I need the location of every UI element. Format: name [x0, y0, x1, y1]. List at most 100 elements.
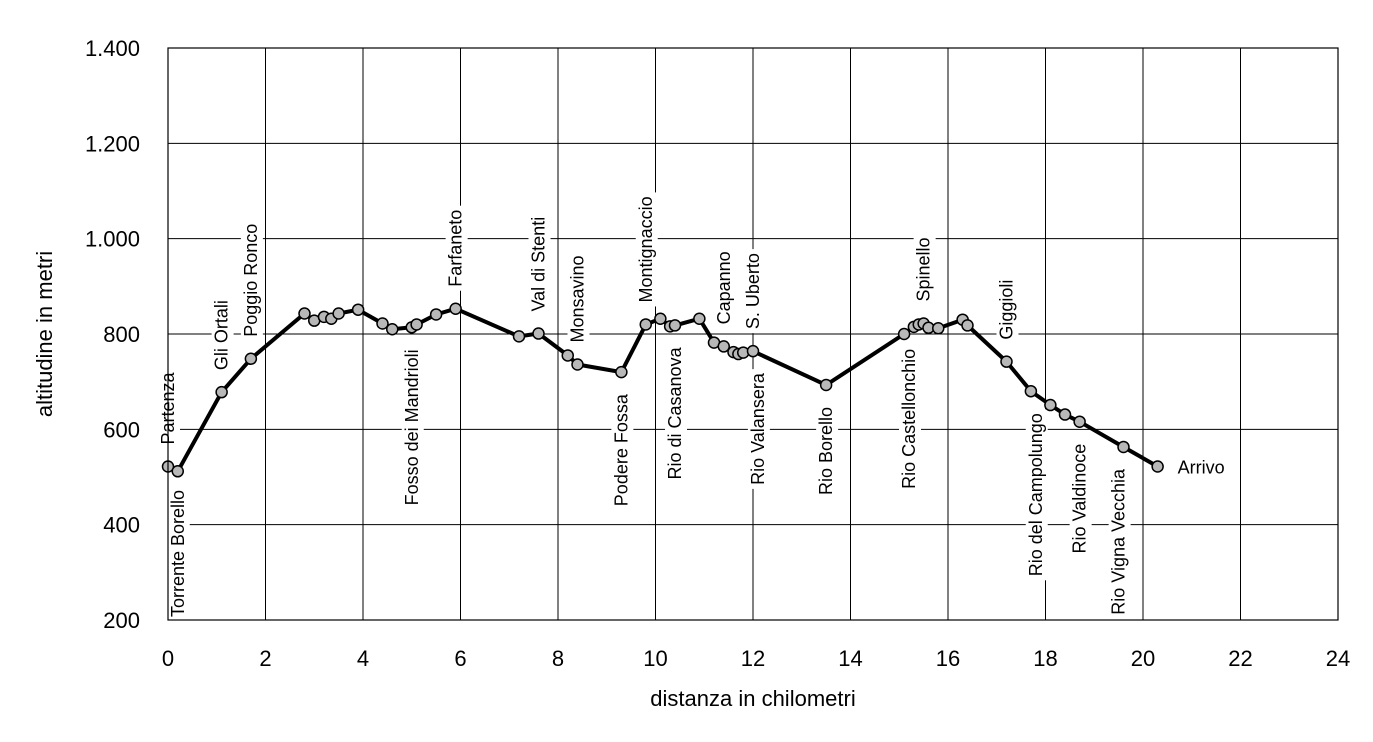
waypoint-label: Podere Fossa	[611, 390, 634, 511]
waypoint-label-text: Capanno	[714, 251, 734, 324]
waypoint-label: Partenza	[158, 368, 180, 449]
waypoint-label-text: Poggio Ronco	[241, 224, 261, 337]
waypoint-label-text: Rio Vigna Vecchia	[1109, 468, 1129, 615]
waypoint-label-text: S. Uberto	[743, 253, 763, 329]
waypoint-label: Arrivo	[1173, 454, 1229, 479]
waypoint-label-background	[240, 219, 263, 341]
y-tick-label: 800	[103, 322, 140, 347]
x-tick-label: 12	[741, 646, 765, 671]
waypoint-label-background	[899, 344, 921, 493]
data-point-marker	[410, 318, 423, 331]
waypoint-label-background	[445, 205, 468, 291]
data-point-marker	[615, 365, 628, 379]
waypoint-label-text: Val di Stenti	[529, 217, 549, 312]
data-point-marker	[244, 352, 258, 366]
waypoint-label-text: Monsavino	[568, 255, 588, 342]
y-tick-label: 1.400	[85, 36, 140, 61]
waypoint-label-background	[816, 403, 839, 500]
data-point-marker	[932, 322, 945, 335]
data-point-marker	[532, 327, 545, 340]
waypoint-label: Farfaneto	[445, 205, 468, 291]
data-point-marker	[639, 318, 652, 331]
waypoint-label: Spinello	[913, 233, 936, 306]
data-markers	[161, 302, 1164, 478]
waypoint-label: Rio Castellonchio	[899, 344, 921, 493]
data-point-marker	[571, 358, 584, 371]
data-point-marker	[429, 308, 443, 321]
waypoint-label-text: Torrente Borello	[168, 490, 188, 617]
x-axis-title: distanza in chilometri	[650, 686, 855, 711]
waypoint-label-text: Rio Valdinoce	[1070, 444, 1090, 554]
data-point-marker	[746, 344, 760, 358]
waypoint-label: Gli Ortali	[211, 296, 234, 375]
waypoint-label: Monsavino	[567, 251, 590, 347]
waypoint-label-text: Podere Fossa	[611, 393, 631, 506]
waypoint-label: Val di Stenti	[528, 212, 551, 316]
y-tick-label: 600	[103, 417, 140, 442]
waypoint-label-text: Montignaccio	[636, 196, 656, 302]
y-tick-label: 200	[103, 608, 140, 633]
waypoint-label-background	[1069, 439, 1092, 558]
data-point-marker	[1058, 408, 1072, 421]
data-point-marker	[654, 312, 667, 325]
waypoint-label-background	[1108, 464, 1131, 619]
waypoint-label-background	[528, 212, 551, 316]
waypoint-label: S. Uberto	[743, 249, 765, 334]
x-tick-label: 6	[454, 646, 466, 671]
y-tick-label: 1.200	[85, 131, 140, 156]
y-tick-label: 400	[103, 513, 140, 538]
waypoint-label-text: Arrivo	[1178, 458, 1225, 478]
x-tick-label: 18	[1033, 646, 1057, 671]
waypoint-label-background	[747, 369, 770, 489]
waypoint-label: Torrente Borello	[167, 485, 190, 621]
waypoint-label: Poggio Ronco	[240, 219, 263, 341]
x-tick-label: 0	[162, 646, 174, 671]
waypoint-label-background	[913, 233, 936, 306]
x-tick-label: 4	[357, 646, 369, 671]
data-point-marker	[298, 307, 311, 320]
y-tick-label: 1.000	[85, 227, 140, 252]
waypoint-label-text: Spinello	[914, 237, 934, 301]
waypoint-label-background	[743, 249, 765, 334]
data-point-marker	[332, 307, 345, 320]
waypoint-label-text: Rio del Campolungo	[1026, 413, 1046, 576]
waypoint-label-background	[611, 390, 634, 511]
x-tick-label: 10	[643, 646, 667, 671]
x-tick-label: 8	[552, 646, 564, 671]
waypoint-label-background	[665, 343, 687, 484]
waypoint-label: Rio Valansera	[747, 369, 770, 489]
axis-ticks: 0 2 4 6 8 10 12 14 16 18 20 22 242004006008001.0001.…	[85, 36, 1350, 671]
waypoint-label-background	[1025, 409, 1048, 581]
waypoint-label-background	[567, 251, 590, 347]
waypoint-label-background	[401, 345, 424, 510]
x-tick-label: 14	[838, 646, 862, 671]
waypoint-label-background	[713, 247, 736, 329]
waypoint-label: Fosso dei Mandrioli	[401, 345, 424, 510]
data-point-marker	[351, 303, 365, 316]
waypoint-label: Rio di Casanova	[665, 343, 687, 484]
data-point-marker	[961, 319, 974, 332]
gridlines	[168, 48, 1338, 620]
data-point-marker	[1073, 415, 1086, 428]
data-point-marker	[668, 319, 682, 332]
waypoint-label: Rio Valdinoce	[1069, 439, 1092, 558]
waypoint-label-background	[211, 296, 234, 375]
data-point-marker	[897, 327, 911, 341]
data-point-marker	[215, 385, 228, 399]
waypoint-label-text: Rio Borello	[816, 407, 836, 495]
x-tick-label: 24	[1326, 646, 1350, 671]
data-point-marker	[449, 302, 462, 315]
waypoint-label-text: Rio Valansera	[748, 372, 768, 485]
data-point-marker	[171, 465, 184, 478]
y-axis-title: altitudine in metri	[32, 251, 57, 417]
waypoint-label: Rio Vigna Vecchia	[1108, 464, 1131, 619]
waypoint-label-background	[167, 485, 190, 621]
data-point-marker	[717, 340, 730, 353]
waypoint-label: Giggioli	[996, 275, 1019, 344]
waypoint-label-text: Gli Ortali	[212, 300, 232, 370]
waypoint-label-background	[996, 275, 1019, 344]
data-point-marker	[376, 317, 389, 330]
x-tick-label: 20	[1131, 646, 1155, 671]
data-point-marker	[1044, 398, 1057, 412]
